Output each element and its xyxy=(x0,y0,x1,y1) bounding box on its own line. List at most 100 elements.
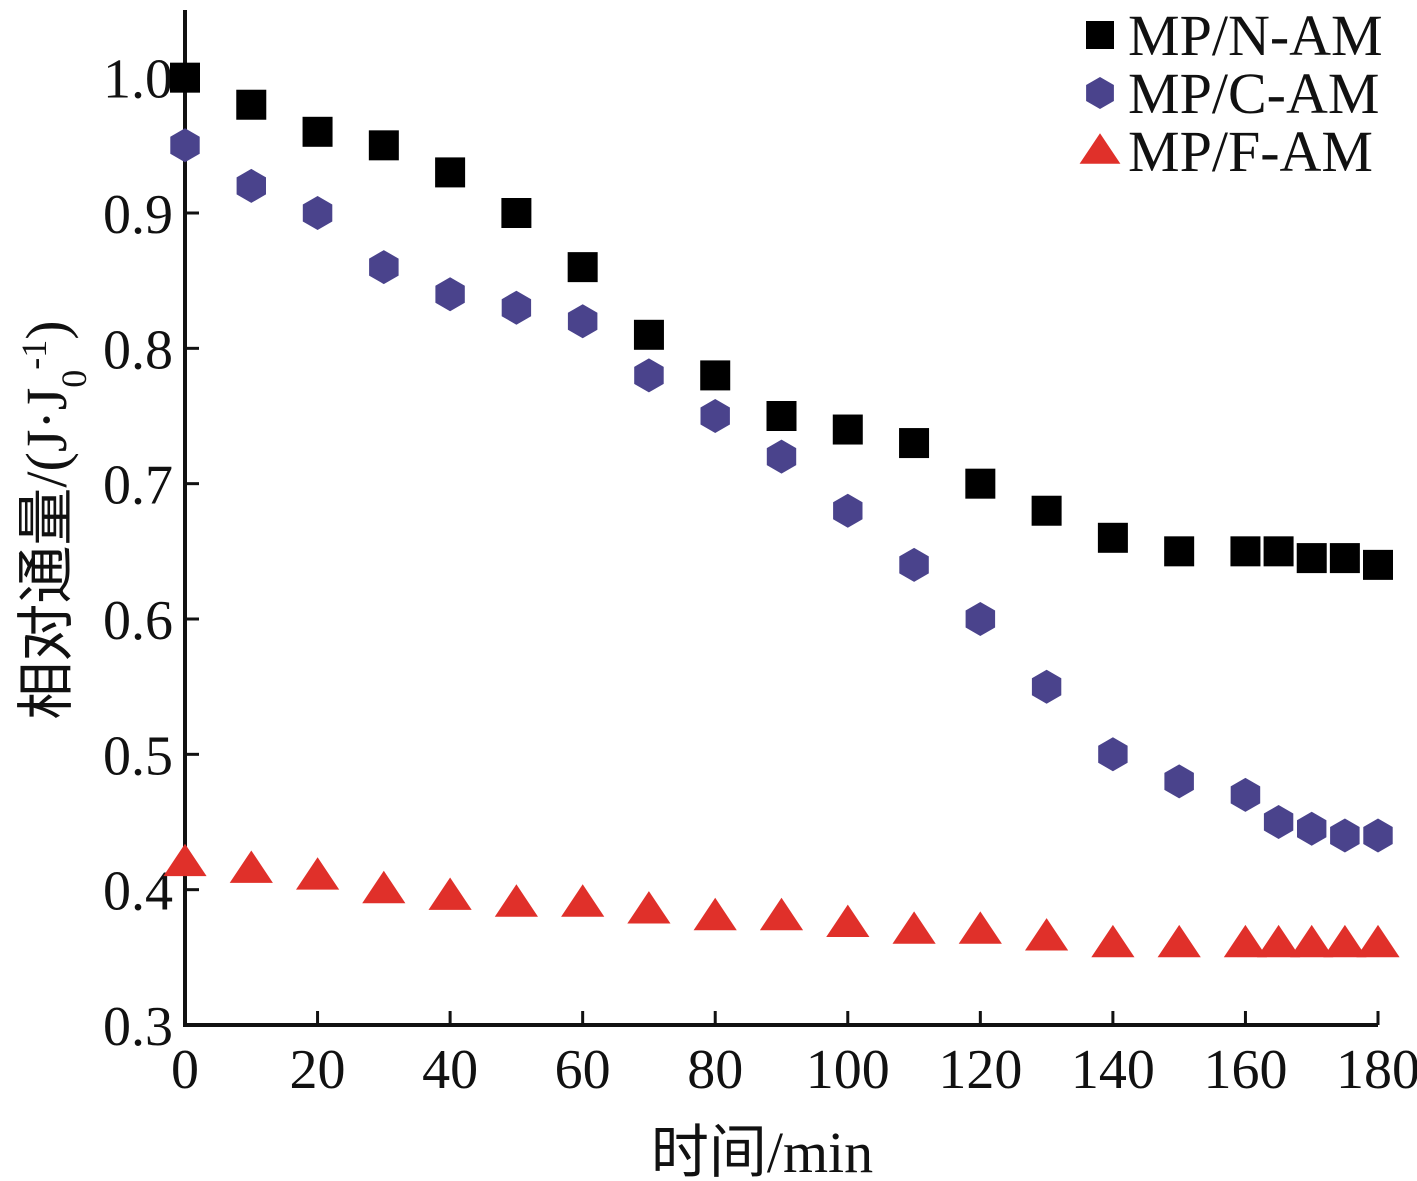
y-axis-title-sup: -1 xyxy=(14,340,54,370)
data-point xyxy=(567,304,598,339)
data-point xyxy=(1296,543,1327,574)
legend-marker xyxy=(1086,77,1114,109)
data-point xyxy=(435,157,466,188)
data-point xyxy=(1157,924,1201,958)
legend-item: MP/C-AM xyxy=(1086,61,1379,126)
data-point xyxy=(1263,805,1294,839)
data-point xyxy=(693,897,737,931)
data-point xyxy=(1091,924,1135,958)
data-point xyxy=(1031,495,1062,526)
data-point xyxy=(1356,924,1400,958)
data-point xyxy=(965,602,996,636)
y-axis-title-close: ) xyxy=(14,320,79,339)
y-axis-title-main: 相对通量/(J·J xyxy=(14,388,79,720)
x-tick-label: 100 xyxy=(806,1039,890,1101)
data-point xyxy=(833,493,863,528)
y-tick-label: 0.8 xyxy=(103,319,173,381)
series-mp-f-am xyxy=(163,843,1400,958)
data-point xyxy=(634,358,664,393)
data-point xyxy=(170,128,200,163)
data-point xyxy=(170,62,200,93)
x-tick-label: 140 xyxy=(1071,1039,1155,1101)
legend-label: MP/F-AM xyxy=(1128,119,1373,184)
y-tick-label: 0.3 xyxy=(103,996,173,1058)
data-point xyxy=(567,252,598,283)
data-point xyxy=(229,850,273,883)
data-point xyxy=(826,904,870,937)
data-point xyxy=(1164,536,1195,567)
legend-label: MP/N-AM xyxy=(1128,3,1383,68)
data-point xyxy=(302,116,333,147)
data-point xyxy=(1223,924,1267,958)
data-point xyxy=(494,884,538,917)
data-point xyxy=(1164,764,1194,799)
x-tick-label: 160 xyxy=(1203,1039,1287,1101)
data-point xyxy=(302,196,333,230)
data-point xyxy=(759,897,804,931)
data-point xyxy=(766,401,797,431)
data-point xyxy=(1031,669,1062,704)
data-point xyxy=(1025,918,1069,951)
y-tick-label: 0.9 xyxy=(103,184,173,246)
ticks-layer: 0 20 40 60 80 100 120 140 160 180 0.3 0.4 0.5 0.6 0.7 0… xyxy=(103,49,1417,1101)
x-tick-label: 120 xyxy=(938,1039,1022,1101)
data-point xyxy=(368,130,399,161)
series-mp-n-am xyxy=(170,62,1393,580)
x-tick-label: 80 xyxy=(687,1039,743,1101)
legend-marker xyxy=(1079,133,1121,164)
data-point xyxy=(561,884,605,917)
y-tick-label: 0.7 xyxy=(103,455,173,517)
marks-layer xyxy=(163,62,1400,958)
legend-marker xyxy=(1086,21,1114,49)
data-point xyxy=(899,428,930,459)
data-point xyxy=(1297,811,1327,846)
data-point xyxy=(236,89,267,120)
data-point xyxy=(1230,777,1261,812)
x-tick-label: 20 xyxy=(290,1039,346,1101)
y-tick-label: 0.4 xyxy=(103,861,173,923)
data-point xyxy=(1290,924,1334,958)
y-tick-label: 1.0 xyxy=(103,49,173,111)
x-tick-label: 180 xyxy=(1336,1039,1417,1101)
data-point xyxy=(501,290,532,325)
data-point xyxy=(892,911,936,944)
data-point xyxy=(832,414,863,445)
data-point xyxy=(1097,522,1128,553)
data-point xyxy=(965,468,996,499)
legend-label: MP/C-AM xyxy=(1128,61,1379,126)
data-point xyxy=(362,870,406,904)
data-point xyxy=(369,250,399,285)
y-axis-title: 相对通量/(J·J0-1) xyxy=(14,320,94,719)
data-point xyxy=(627,891,671,924)
data-point xyxy=(1330,818,1360,853)
x-tick-label: 60 xyxy=(555,1039,611,1101)
y-tick-label: 0.6 xyxy=(103,590,173,652)
x-tick-label: 0 xyxy=(171,1039,199,1101)
data-point xyxy=(700,399,730,433)
data-point xyxy=(435,277,465,312)
y-axis-title-sub: 0 xyxy=(54,370,94,388)
data-point xyxy=(1363,818,1393,853)
data-point xyxy=(296,857,340,890)
data-point xyxy=(501,198,532,228)
data-point xyxy=(899,547,929,582)
data-point xyxy=(428,877,472,910)
legend-item: MP/F-AM xyxy=(1079,119,1373,184)
data-point xyxy=(1230,536,1261,567)
data-point xyxy=(766,439,797,474)
series-mp-c-am xyxy=(170,128,1393,853)
data-point xyxy=(1263,536,1294,567)
data-point xyxy=(1363,549,1393,580)
data-point xyxy=(958,911,1002,944)
data-point xyxy=(700,360,731,391)
x-tick-label: 40 xyxy=(422,1039,478,1101)
data-point xyxy=(633,319,664,350)
data-point xyxy=(163,843,207,877)
legend-item: MP/N-AM xyxy=(1086,3,1383,68)
data-point xyxy=(1098,737,1128,772)
data-point xyxy=(236,168,266,203)
x-axis-title: 时间/min xyxy=(651,1120,873,1181)
